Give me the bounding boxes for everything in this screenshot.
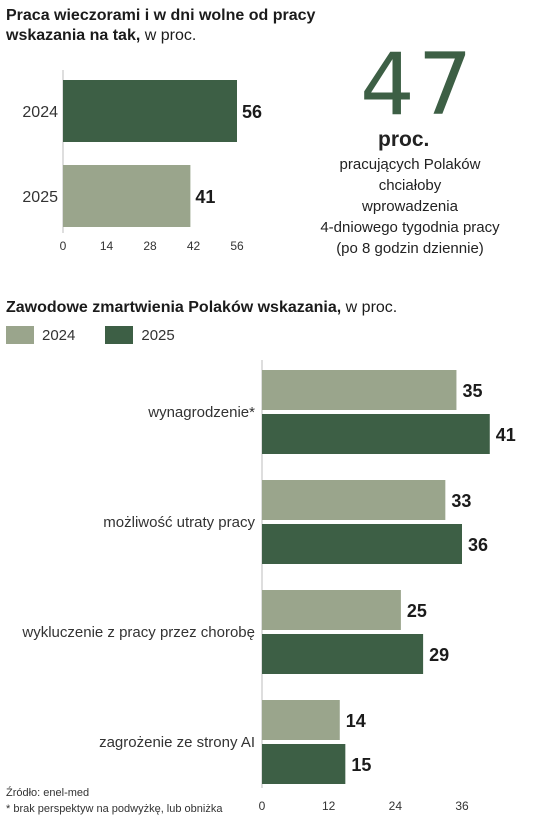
legend-swatch-2024 [6,326,34,344]
value-label: 36 [468,535,488,555]
top-category-label: 2025 [22,189,58,206]
category-label: wykluczenie z pracy przez chorobę [21,624,255,641]
source-note: Źródło: enel-med [6,787,90,799]
highlight-description: pracujących Polaków chciałoby wprowadzenia… [300,154,520,259]
top-x-tick: 14 [100,239,114,253]
bottom-x-tick: 0 [259,799,266,813]
bottom-chart-title: Zawodowe zmartwienia Polaków wskazania, … [6,298,397,318]
bar-2025 [262,524,462,564]
highlight-unit: proc. [378,128,430,151]
legend-label-2024: 2024 [42,326,76,344]
value-label: 33 [451,491,471,511]
bar-2024 [262,590,401,630]
top-x-tick: 0 [60,239,67,253]
bar-2024 [262,370,457,410]
legend: 2024 2025 [6,326,175,344]
top-x-tick: 56 [230,239,244,253]
value-label: 15 [351,755,371,775]
footnote: * brak perspektyw na podwyżkę, lub obniż… [6,803,223,815]
bar-2024 [262,480,446,520]
value-label: 14 [346,711,366,731]
highlight-line: (po 8 godzin dziennie) [336,240,484,257]
legend-swatch-2025 [105,326,134,344]
top-bar-2025 [63,165,191,227]
top-value-label: 41 [195,187,215,207]
legend-label-2025: 2025 [141,326,175,344]
highlight-line: chciałoby [378,177,442,194]
value-label: 41 [496,425,516,445]
bottom-x-tick: 12 [322,799,336,813]
bar-2025 [262,414,490,454]
bottom-x-tick: 24 [389,799,403,813]
highlight-number: 47 [360,35,476,135]
top-value-label: 56 [242,102,262,122]
top-chart-title: Praca wieczorami i w dni wolne od pracy … [6,6,336,46]
top-bar-2024 [63,80,237,142]
bottom-chart-title-unit: w proc. [341,299,398,316]
highlight-line: 4-dniowego tygodnia pracy [320,219,500,236]
value-label: 25 [407,601,427,621]
value-label: 29 [429,645,449,665]
highlight-line: pracujących Polaków [339,156,481,173]
highlight-line: wprowadzenia [362,198,458,215]
bottom-chart-title-bold: Zawodowe zmartwienia Polaków wskazania, [6,299,342,316]
category-label: możliwość utraty pracy [103,514,255,531]
bar-2024 [262,700,340,740]
bottom-chart: wynagrodzenie* 35 41 możliwość utraty pracy… [21,360,516,813]
bottom-x-tick: 36 [455,799,469,813]
bar-2025 [262,744,346,784]
top-x-tick: 42 [187,239,201,253]
top-chart-title-bold: Praca wieczorami i w dni wolne od pracy … [6,7,316,44]
category-label: wynagrodzenie* [147,404,255,421]
value-label: 35 [462,381,482,401]
top-x-tick: 28 [143,239,157,253]
category-label: zagrożenie ze strony AI [99,734,255,751]
top-chart: 2024 56 2025 41 0 14 28 42 56 [22,70,262,253]
top-chart-title-unit: w proc. [140,27,197,44]
top-category-label: 2024 [22,104,58,121]
bar-2025 [262,634,424,674]
